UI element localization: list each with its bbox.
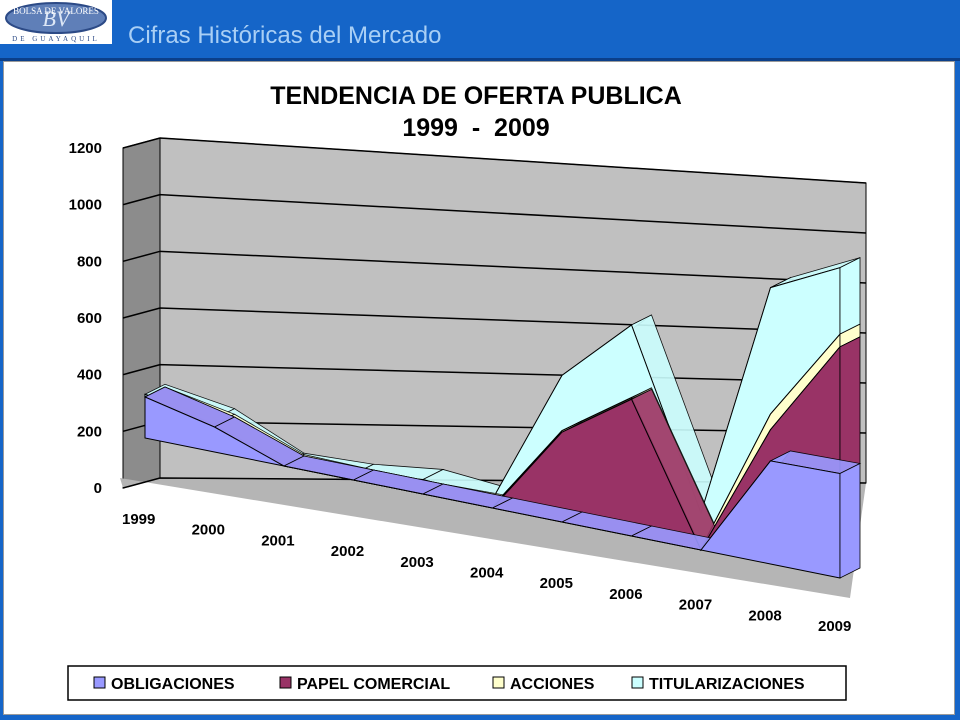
gridline xyxy=(122,193,867,234)
header-divider xyxy=(0,58,960,61)
legend xyxy=(67,665,847,701)
y-tick-label: 0 xyxy=(94,480,102,497)
legend-swatch xyxy=(631,676,644,689)
series-end-cap xyxy=(839,462,861,579)
x-tick-label: 2002 xyxy=(331,543,364,560)
frame-right xyxy=(955,61,960,720)
logo-text-top: BOLSA DE VALORES xyxy=(13,6,99,16)
page-title: Cifras Históricas del Mercado xyxy=(128,22,442,49)
y-tick-label: 200 xyxy=(77,423,102,440)
frame-left xyxy=(0,61,3,720)
y-tick-label: 400 xyxy=(77,367,102,384)
legend-swatch xyxy=(492,676,505,689)
x-tick-label: 2008 xyxy=(748,607,781,624)
gridline xyxy=(122,250,867,284)
legend-label: PAPEL COMERCIAL xyxy=(297,676,450,693)
x-tick-label: 2005 xyxy=(540,575,573,592)
x-tick-label: 2000 xyxy=(192,522,225,539)
legend-label: TITULARIZACIONES xyxy=(649,676,805,693)
series-end-cap xyxy=(839,257,861,335)
frame-bottom xyxy=(0,714,960,720)
y-tick-label: 1200 xyxy=(69,140,102,157)
logo-text-bottom: DE GUAYAQUIL xyxy=(12,35,100,43)
legend-label: OBLIGACIONES xyxy=(111,676,235,693)
x-tick-label: 2001 xyxy=(261,532,294,549)
x-tick-label: 2009 xyxy=(818,618,851,635)
chart-title-line-2: 1999 - 2009 xyxy=(402,114,549,142)
logo-initials: BV xyxy=(43,6,72,31)
legend-swatch xyxy=(279,676,292,689)
x-tick-label: 2006 xyxy=(609,586,642,603)
y-tick-label: 1000 xyxy=(69,197,102,214)
series-end-cap xyxy=(839,336,861,475)
chart-title-line-1: TENDENCIA DE OFERTA PUBLICA xyxy=(270,82,682,110)
legend-label: ACCIONES xyxy=(510,676,595,693)
x-tick-label: 2007 xyxy=(679,597,712,614)
logo: BV BOLSA DE VALORES DE GUAYAQUIL xyxy=(0,0,112,44)
header-bar xyxy=(0,0,960,58)
x-tick-label: 2004 xyxy=(470,565,504,582)
legend-swatch xyxy=(93,676,106,689)
gridline xyxy=(122,307,867,334)
y-tick-label: 600 xyxy=(77,310,102,327)
y-tick-label: 800 xyxy=(77,253,102,270)
x-tick-label: 2003 xyxy=(400,554,433,571)
gridline xyxy=(122,137,867,184)
x-tick-label: 1999 xyxy=(122,511,155,528)
